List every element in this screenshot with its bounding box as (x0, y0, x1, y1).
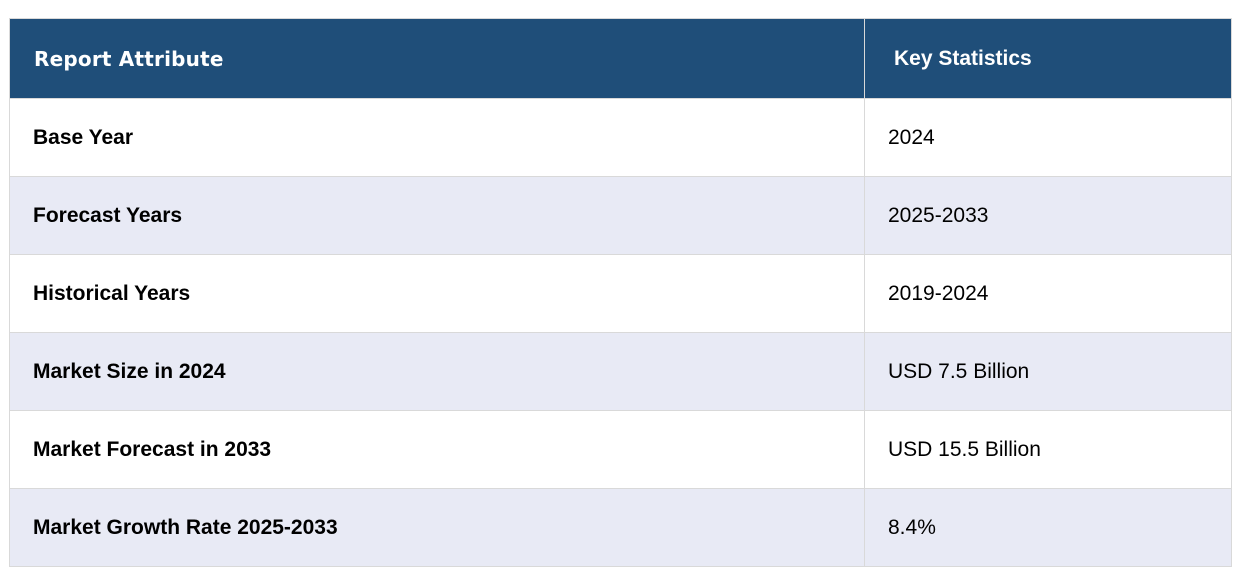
report-table-container: Report Attribute Key Statistics Base Yea… (9, 18, 1232, 567)
report-attributes-table: Report Attribute Key Statistics Base Yea… (9, 18, 1232, 567)
row-value: USD 7.5 Billion (864, 332, 1232, 411)
table-row: Market Growth Rate 2025-2033 8.4% (9, 488, 1232, 567)
row-value: 2019-2024 (864, 254, 1232, 333)
table-row: Market Size in 2024 USD 7.5 Billion (9, 332, 1232, 411)
row-attribute: Base Year (9, 98, 865, 177)
row-value: 2025-2033 (864, 176, 1232, 255)
table-row: Market Forecast in 2033 USD 15.5 Billion (9, 410, 1232, 489)
row-attribute: Forecast Years (9, 176, 865, 255)
row-value: 8.4% (864, 488, 1232, 567)
row-attribute: Market Forecast in 2033 (9, 410, 865, 489)
table-header-row: Report Attribute Key Statistics (9, 18, 1232, 99)
row-value: USD 15.5 Billion (864, 410, 1232, 489)
table-row: Historical Years 2019-2024 (9, 254, 1232, 333)
row-attribute: Historical Years (9, 254, 865, 333)
row-value: 2024 (864, 98, 1232, 177)
column-header-attribute: Report Attribute (9, 18, 865, 99)
row-attribute: Market Size in 2024 (9, 332, 865, 411)
table-row: Base Year 2024 (9, 98, 1232, 177)
table-row: Forecast Years 2025-2033 (9, 176, 1232, 255)
column-header-statistics: Key Statistics (864, 18, 1232, 99)
row-attribute: Market Growth Rate 2025-2033 (9, 488, 865, 567)
